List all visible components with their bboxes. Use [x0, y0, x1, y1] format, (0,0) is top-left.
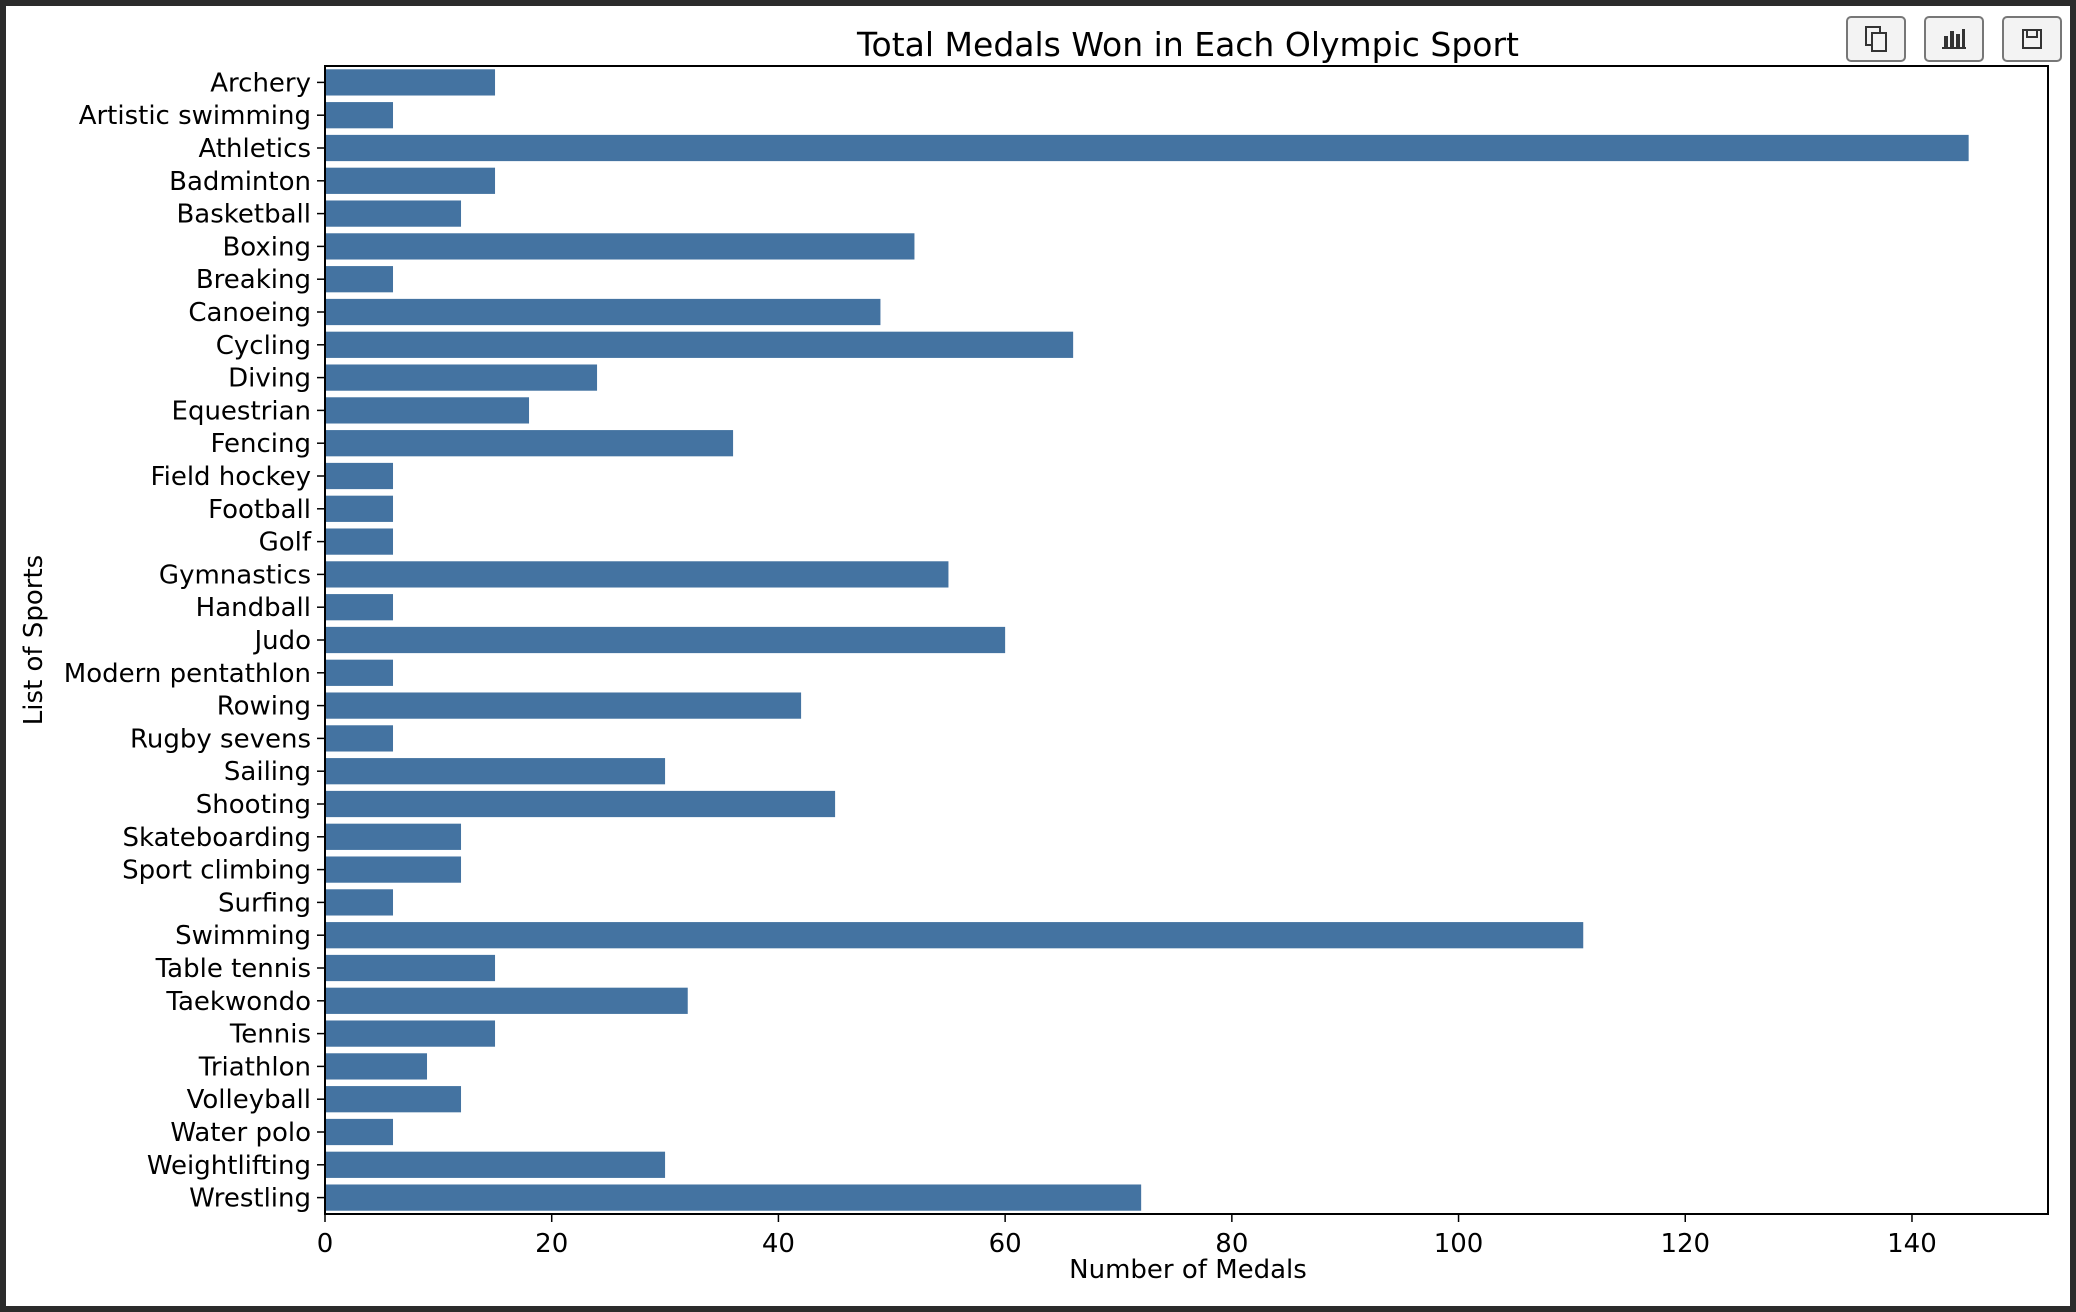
y-tick-label: Fencing [210, 429, 311, 459]
bar-triathlon [325, 1053, 428, 1080]
bar-basketball [325, 200, 462, 227]
bar-golf [325, 528, 394, 555]
y-tick-label: Volleyball [187, 1085, 311, 1115]
y-tick-label: Triathlon [198, 1052, 311, 1082]
bar-badminton [325, 167, 496, 194]
save-icon [2022, 29, 2042, 49]
plot-area-border [324, 65, 2049, 1215]
chart-view-button[interactable] [1924, 16, 1984, 62]
y-tick-label: Taekwondo [165, 987, 311, 1017]
bar-canoeing [325, 298, 881, 326]
y-tick-label: Modern pentathlon [64, 659, 311, 689]
bar-rowing [325, 692, 802, 719]
figure-frame: Total Medals Won in Each Olympic Sport A… [6, 6, 2070, 1306]
chart-toolbar [1846, 16, 2062, 62]
bar-football [325, 495, 394, 522]
bar-swimming [325, 922, 1584, 949]
y-tick-label: Rowing [217, 692, 311, 722]
y-tick-label: Equestrian [172, 396, 311, 426]
x-tick-label: 140 [1887, 1229, 1937, 1259]
y-tick-label: Wrestling [189, 1184, 311, 1214]
y-tick-label: Swimming [175, 921, 311, 951]
bar-diving [325, 364, 598, 391]
bar-sport-climbing [325, 856, 462, 883]
bar-gymnastics [325, 561, 949, 588]
x-axis-label: Number of Medals [1069, 1255, 1307, 1285]
bar-judo [325, 626, 1006, 654]
bar-breaking [325, 266, 394, 293]
y-tick-label: Canoeing [188, 298, 311, 328]
y-tick-label: Sport climbing [122, 856, 311, 886]
bar-surfing [325, 889, 394, 916]
y-tick-label: Field hockey [151, 462, 311, 492]
y-tick-label: Athletics [199, 134, 311, 164]
y-tick-label: Breaking [196, 265, 311, 295]
bar-artistic-swimming [325, 102, 394, 129]
bar-archery [325, 69, 496, 96]
bar-water-polo [325, 1118, 394, 1146]
x-tick-label: 80 [1215, 1229, 1248, 1259]
bar-table-tennis [325, 954, 496, 982]
bar-taekwondo [325, 987, 688, 1014]
bar-equestrian [325, 397, 530, 424]
y-tick-label: Table tennis [155, 954, 311, 984]
bar-fencing [325, 430, 734, 457]
y-tick-label: Surfing [218, 888, 311, 918]
y-tick-label: Shooting [196, 790, 311, 820]
x-tick-label: 100 [1434, 1229, 1484, 1259]
bar-sailing [325, 758, 666, 785]
bar-volleyball [325, 1086, 462, 1113]
y-tick-label: Tennis [229, 1020, 311, 1050]
x-axis-ticks: 0 20 40 60 80 100 120 140 [317, 1214, 1937, 1259]
bar-shooting [325, 790, 836, 818]
y-tick-label: Golf [259, 528, 312, 558]
bar-modern-pentathlon [325, 659, 394, 686]
bar-weightlifting [325, 1151, 666, 1178]
y-tick-label: Boxing [222, 232, 311, 262]
y-tick-label: Handball [196, 593, 311, 623]
y-tick-label: Artistic swimming [79, 101, 311, 131]
y-tick-label: Sailing [224, 757, 311, 787]
y-axis-label: List of Sports [19, 555, 49, 725]
bar-skateboarding [325, 823, 462, 850]
x-tick-label: 20 [535, 1229, 568, 1259]
y-tick-label: Cycling [216, 331, 311, 361]
y-tick-label: Football [208, 495, 311, 525]
y-tick-label: Judo [252, 626, 311, 656]
x-tick-label: 40 [762, 1229, 795, 1259]
y-tick-label: Weightlifting [147, 1151, 311, 1181]
bar-rugby-sevens [325, 725, 394, 752]
y-tick-label: Badminton [169, 167, 311, 197]
x-tick-label: 120 [1660, 1229, 1710, 1259]
y-tick-label: Skateboarding [122, 823, 311, 853]
bar-cycling [325, 331, 1074, 358]
bar-handball [325, 594, 394, 621]
x-tick-label: 60 [989, 1229, 1022, 1259]
y-tick-label: Archery [210, 68, 311, 98]
y-tick-label: Diving [228, 364, 311, 394]
y-tick-label: Basketball [176, 200, 311, 230]
bar-tennis [325, 1020, 496, 1047]
chart-title: Total Medals Won in Each Olympic Sport [856, 25, 1519, 64]
copy-button[interactable] [1846, 16, 1906, 62]
bar-field-hockey [325, 462, 394, 490]
y-tick-label: Rugby sevens [130, 724, 311, 754]
bar-wrestling [325, 1184, 1142, 1211]
bar-boxing [325, 233, 915, 260]
y-tick-label: Water polo [170, 1118, 311, 1148]
bar-chart-icon [1942, 29, 1966, 49]
copy-icon [1865, 26, 1887, 52]
bar-athletics [325, 134, 1969, 162]
bar-chart: Total Medals Won in Each Olympic Sport A… [19, 25, 2049, 1285]
save-button[interactable] [2002, 16, 2062, 62]
bars-layer [325, 69, 1969, 1211]
y-tick-label: Gymnastics [159, 560, 311, 590]
x-tick-label: 0 [317, 1229, 334, 1259]
